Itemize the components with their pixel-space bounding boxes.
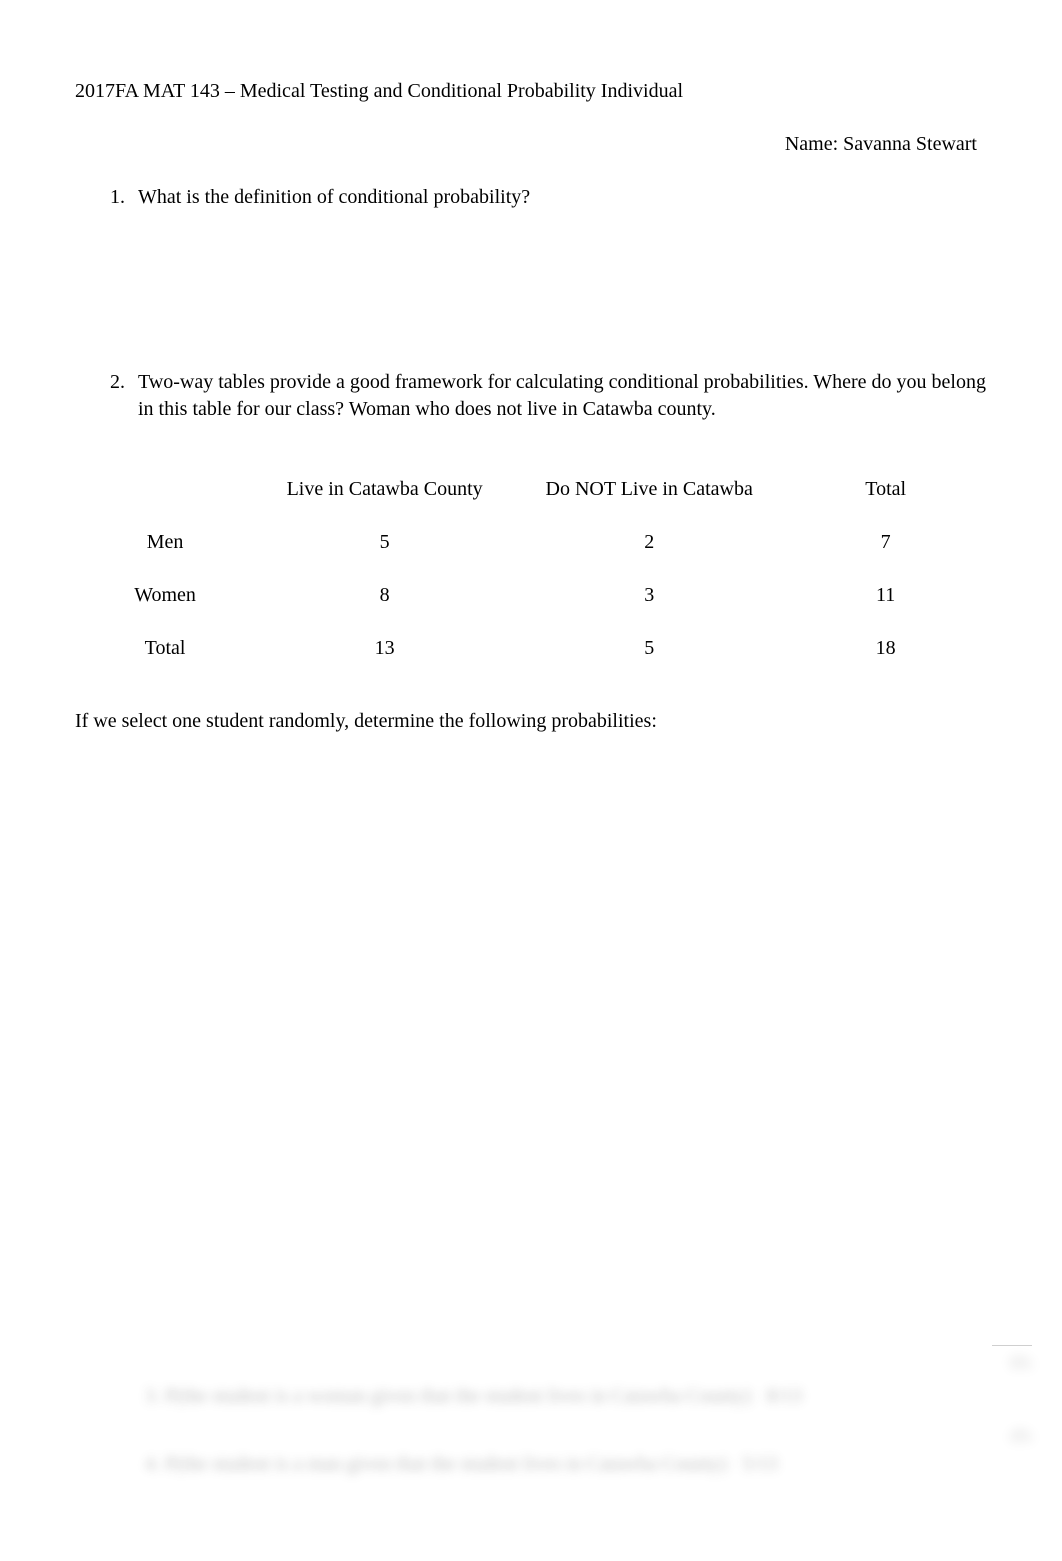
name-value: Savanna Stewart [843,133,977,155]
name-line: Name: Savanna Stewart [75,133,987,156]
cell-total-not-catawba: 5 [514,622,784,675]
row-label-men: Men [75,516,255,569]
table-row: Total 13 5 18 [75,622,987,675]
blurred-item-4: P(the student is a man given that the st… [165,1453,987,1476]
table-row: Women 8 3 11 [75,569,987,622]
table-header-not-catawba: Do NOT Live in Catawba [514,463,784,516]
cell-women-total: 11 [784,569,987,622]
question-1-text: What is the definition of conditional pr… [138,186,530,208]
table-row: Men 5 2 7 [75,516,987,569]
name-label: Name: [785,133,843,155]
table-header-row: Live in Catawba County Do NOT Live in Ca… [75,463,987,516]
blurred-item-4-answer: 5/13 [742,1453,778,1476]
cell-men-catawba: 5 [255,516,514,569]
cell-women-not-catawba: 3 [514,569,784,622]
blurred-item-3: P(the student is a woman given that the … [165,1385,987,1408]
cell-total-catawba: 13 [255,622,514,675]
cell-women-catawba: 8 [255,569,514,622]
question-2: Two-way tables provide a good framework … [130,369,987,423]
cell-men-total: 7 [784,516,987,569]
blurred-item-3-text: P(the student is a woman given that the … [165,1385,752,1407]
blurred-preview: P(the student is a woman given that the … [75,1385,987,1521]
blurred-item-3-answer: 8/13 [767,1385,803,1408]
document-title: 2017FA MAT 143 – Medical Testing and Con… [75,80,987,103]
side-blur: 8% d% [1011,1355,1032,1501]
cell-total-total: 18 [784,622,987,675]
side-divider [992,1345,1032,1346]
followup-text: If we select one student randomly, deter… [75,710,987,733]
two-way-table: Live in Catawba County Do NOT Live in Ca… [75,463,987,675]
row-label-total: Total [75,622,255,675]
question-1: What is the definition of conditional pr… [130,186,987,209]
table-header-blank [75,463,255,516]
cell-men-not-catawba: 2 [514,516,784,569]
table-header-total: Total [784,463,987,516]
row-label-women: Women [75,569,255,622]
question-2-text: Two-way tables provide a good framework … [138,371,986,420]
question-list: What is the definition of conditional pr… [75,186,987,423]
blurred-item-4-text: P(the student is a man given that the st… [165,1453,727,1475]
side-blur-1: 8% [1011,1355,1032,1373]
table-header-catawba: Live in Catawba County [255,463,514,516]
side-blur-2: d% [1011,1428,1032,1446]
